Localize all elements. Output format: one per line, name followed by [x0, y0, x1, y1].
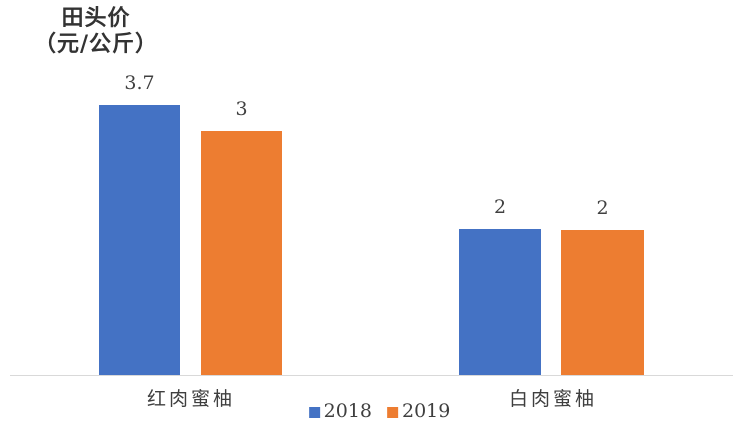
- x-axis-line: [10, 375, 733, 376]
- y-axis-title: 田头价 （元/公斤）: [20, 5, 172, 57]
- y-axis-title-line-2: （元/公斤）: [33, 31, 159, 57]
- bar-value-label: 3.7: [124, 72, 155, 94]
- y-axis-title-line-1: 田头价: [61, 5, 131, 31]
- legend: 2018 2019: [308, 400, 450, 422]
- bar-2019: [201, 131, 282, 375]
- legend-item-2018: 2018: [308, 400, 372, 422]
- legend-label-2018: 2018: [323, 400, 372, 422]
- legend-swatch-2018-icon: [308, 406, 320, 418]
- bar-value-label: 2: [596, 197, 609, 219]
- bar-2018: [459, 229, 541, 375]
- category-label-white-pomelo: 白肉蜜柚: [508, 388, 597, 410]
- bar-value-label: 2: [493, 196, 507, 218]
- bar-2019: [561, 230, 644, 375]
- bar-2018: [99, 105, 180, 375]
- legend-item-2019: 2019: [387, 401, 450, 421]
- bar-value-label: 3: [235, 98, 248, 120]
- legend-label-2019: 2019: [402, 400, 451, 422]
- legend-swatch-2019-icon: [387, 406, 398, 418]
- category-label-red-pomelo: 红肉蜜柚: [146, 388, 235, 410]
